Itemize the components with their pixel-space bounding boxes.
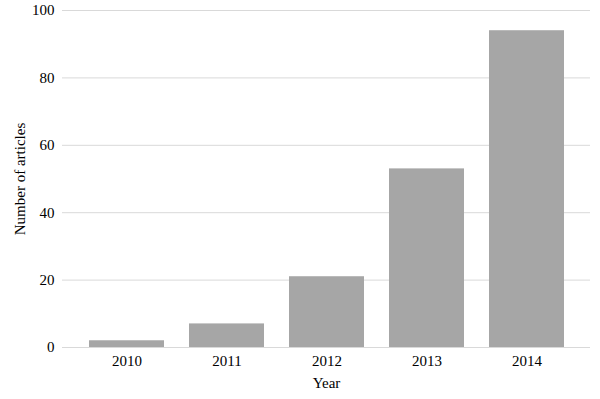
svg-text:40: 40 — [40, 205, 55, 221]
svg-text:Year: Year — [313, 375, 341, 391]
svg-text:2013: 2013 — [412, 353, 442, 369]
svg-text:2014: 2014 — [512, 353, 543, 369]
svg-text:2011: 2011 — [212, 353, 241, 369]
svg-text:100: 100 — [32, 2, 55, 18]
svg-text:Number of articles: Number of articles — [12, 123, 28, 236]
svg-text:2010: 2010 — [112, 353, 142, 369]
svg-text:20: 20 — [40, 272, 55, 288]
svg-text:60: 60 — [40, 137, 55, 153]
svg-text:80: 80 — [40, 70, 55, 86]
svg-text:2012: 2012 — [312, 353, 342, 369]
svg-text:0: 0 — [47, 339, 55, 355]
